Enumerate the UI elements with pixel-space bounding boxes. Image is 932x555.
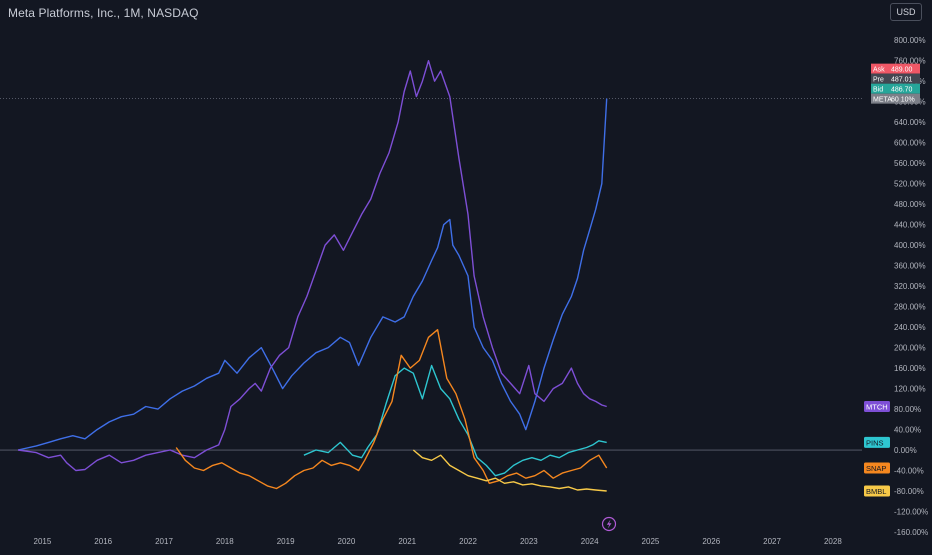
price-tag-label: Ask bbox=[873, 66, 885, 73]
y-tick-label: -120.00% bbox=[894, 508, 928, 517]
zero-line-layer bbox=[0, 98, 862, 451]
series-end-label-bmbl: BMBL bbox=[864, 485, 890, 497]
series-end-label-bg bbox=[864, 462, 890, 474]
price-tag-value-bg bbox=[889, 83, 920, 94]
x-tick-label: 2017 bbox=[155, 537, 173, 546]
price-tag-name-bg bbox=[871, 93, 889, 104]
y-tick-label: 600.00% bbox=[894, 139, 926, 148]
series-end-label-snap: SNAP bbox=[864, 462, 890, 474]
x-tick-label: 2019 bbox=[277, 537, 295, 546]
price-tag-label: META bbox=[873, 96, 892, 103]
x-tick-label: 2022 bbox=[459, 537, 477, 546]
series-end-label-bg bbox=[864, 436, 890, 448]
y-tick-label: 400.00% bbox=[894, 241, 926, 250]
footer-icons bbox=[601, 516, 617, 532]
price-tag-value: 60 10% bbox=[891, 96, 915, 103]
series-end-label-text: SNAP bbox=[866, 464, 886, 473]
series-end-label-bg bbox=[864, 485, 890, 497]
y-tick-label: -80.00% bbox=[894, 487, 924, 496]
y-tick-label: 360.00% bbox=[894, 262, 926, 271]
series-end-label-text: PINS bbox=[866, 438, 884, 447]
price-tag-label: Bid bbox=[873, 86, 883, 93]
x-tick-label: 2028 bbox=[824, 537, 842, 546]
x-tick-label: 2025 bbox=[642, 537, 660, 546]
y-tick-label: 440.00% bbox=[894, 221, 926, 230]
price-tag-name-bg bbox=[871, 73, 889, 84]
series-line-pins bbox=[303, 364, 607, 477]
y-tick-label: 520.00% bbox=[894, 180, 926, 189]
x-axis[interactable]: 2015 2016 2017 2018 2019 2020 2021 2022 2023 2024… bbox=[34, 537, 843, 546]
series-line-bmbl bbox=[412, 449, 607, 492]
series-layer bbox=[17, 60, 608, 492]
price-tag-pre: Pre 487.01 bbox=[871, 73, 920, 84]
y-tick-label: 480.00% bbox=[894, 200, 926, 209]
y-tick-label: -160.00% bbox=[894, 528, 928, 537]
lightning-icon-bolt bbox=[606, 519, 612, 529]
price-tag-ask: Ask 489.00 bbox=[871, 63, 920, 74]
price-tag-label: Pre bbox=[873, 76, 884, 83]
x-tick-label: 2021 bbox=[398, 537, 416, 546]
y-tick-label: 120.00% bbox=[894, 385, 926, 394]
lightning-icon-ring bbox=[601, 516, 617, 532]
x-tick-label: 2027 bbox=[763, 537, 781, 546]
y-tick-label: 80.00% bbox=[894, 405, 921, 414]
y-tick-label: 0.00% bbox=[894, 446, 917, 455]
series-end-label-text: BMBL bbox=[866, 487, 886, 496]
series-line-mtch bbox=[18, 60, 607, 472]
lightning-icon[interactable] bbox=[601, 516, 617, 532]
symbol-title: Meta Platforms, Inc., 1M, NASDAQ bbox=[8, 6, 199, 20]
y-axis[interactable]: 800.00%760.00%720.00%680.00%640.00%600.0… bbox=[894, 36, 928, 537]
price-tag-value: 486.70 bbox=[891, 86, 913, 93]
y-tick-label: 200.00% bbox=[894, 344, 926, 353]
x-tick-label: 2016 bbox=[94, 537, 112, 546]
price-tag-value: 489.00 bbox=[891, 66, 913, 73]
y-tick-label: 800.00% bbox=[894, 36, 926, 45]
x-tick-label: 2018 bbox=[216, 537, 234, 546]
price-tag-bid: Bid 486.70 bbox=[871, 83, 920, 94]
x-tick-label: 2015 bbox=[34, 537, 52, 546]
series-line-meta bbox=[17, 98, 608, 451]
series-end-label-bg bbox=[864, 401, 890, 412]
price-tag-value-bg bbox=[889, 73, 920, 84]
y-tick-label: -40.00% bbox=[894, 467, 924, 476]
y-tick-label: 280.00% bbox=[894, 303, 926, 312]
x-tick-label: 2023 bbox=[520, 537, 538, 546]
price-tag-name-bg bbox=[871, 63, 889, 74]
y-tick-label: 640.00% bbox=[894, 118, 926, 127]
y-tick-label: 320.00% bbox=[894, 282, 926, 291]
y-tick-label: 240.00% bbox=[894, 323, 926, 332]
x-tick-label: 2024 bbox=[581, 537, 599, 546]
price-tag-meta: META 60 10% bbox=[871, 93, 920, 104]
price-tag-value-bg bbox=[889, 93, 920, 104]
series-end-label-text: MTCH bbox=[866, 403, 888, 412]
x-tick-label: 2020 bbox=[338, 537, 356, 546]
series-end-label-pins: PINS bbox=[864, 436, 890, 448]
price-tags: MTCH PINS SNAP BMBL Ask 489.00 Pre 487.01 Bid 486… bbox=[864, 63, 920, 497]
x-tick-label: 2026 bbox=[702, 537, 720, 546]
series-line-snap bbox=[175, 329, 608, 490]
currency-button[interactable]: USD bbox=[890, 3, 922, 21]
price-tag-name-bg bbox=[871, 83, 889, 94]
price-tag-value-bg bbox=[889, 63, 920, 74]
y-tick-label: 40.00% bbox=[894, 426, 921, 435]
price-tag-value: 487.01 bbox=[891, 76, 913, 83]
y-tick-label: 160.00% bbox=[894, 364, 926, 373]
y-tick-label: 560.00% bbox=[894, 159, 926, 168]
y-tick-label: 760.00% bbox=[894, 57, 926, 66]
series-end-label-mtch: MTCH bbox=[864, 401, 890, 412]
